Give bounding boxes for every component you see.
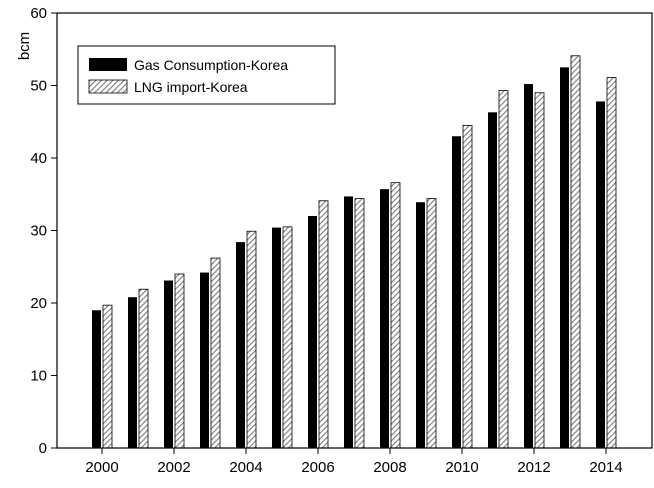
bar-gas-consumption (344, 196, 353, 448)
x-tick-label: 2000 (85, 459, 118, 476)
bars (92, 55, 617, 449)
bar-lng-import (426, 198, 437, 449)
legend-swatch-lng-import (88, 79, 128, 94)
bar-lng-import (102, 304, 113, 449)
bar-gas-consumption (236, 242, 245, 448)
bar-gas-consumption (308, 216, 317, 448)
bar-gas-consumption (92, 310, 101, 448)
bar-gas-consumption (128, 297, 137, 448)
bar-gas-consumption (524, 84, 533, 449)
bar-lng-import (606, 77, 617, 449)
bar-lng-import (174, 273, 185, 449)
y-tick-label: 10 (30, 368, 47, 385)
y-tick-label: 50 (30, 78, 47, 95)
y-tick-label: 60 (30, 5, 47, 22)
legend-swatch-gas-consumption (89, 58, 127, 71)
bar-lng-import (282, 226, 293, 449)
legend: Gas Consumption-Korea LNG import-Korea (77, 45, 336, 105)
bar-lng-import (570, 55, 581, 449)
bar-gas-consumption (164, 280, 173, 448)
x-tick-label: 2006 (301, 459, 334, 476)
bar-lng-import (462, 124, 473, 449)
bar-gas-consumption (560, 67, 569, 448)
bar-lng-import (318, 200, 329, 449)
x-tick-label: 2008 (373, 459, 406, 476)
x-tick-label: 2004 (229, 459, 262, 476)
x-tick-label: 2012 (517, 459, 550, 476)
bar-gas-consumption (380, 189, 389, 449)
bar-lng-import (498, 90, 509, 449)
bar-lng-import (246, 230, 257, 449)
y-tick-label: 20 (30, 295, 47, 312)
plot-frame (56, 12, 653, 449)
bar-gas-consumption (200, 272, 209, 448)
x-tick-label: 2014 (589, 459, 622, 476)
legend-label-gas-consumption: Gas Consumption-Korea (134, 57, 288, 73)
bar-gas-consumption (596, 101, 605, 448)
bar-lng-import (210, 257, 221, 449)
y-tick-label: 40 (30, 150, 47, 167)
y-tick-label: 0 (39, 440, 47, 457)
bar-gas-consumption (452, 136, 461, 448)
bar-lng-import (354, 198, 365, 449)
y-tick-label: 30 (30, 223, 47, 240)
bar-gas-consumption (272, 227, 281, 448)
bar-gas-consumption (488, 112, 497, 448)
bar-gas-consumption (416, 202, 425, 448)
y-axis: 0 10 20 30 40 50 60 (30, 5, 57, 457)
legend-label-lng-import: LNG import-Korea (134, 79, 248, 95)
legend-box (77, 45, 336, 105)
y-axis-label: bcm (16, 32, 33, 60)
x-axis: 2000 2002 2004 2006 2008 2010 2012 2014 (85, 448, 623, 476)
bar-lng-import (534, 92, 545, 449)
bar-lng-import (390, 182, 401, 449)
bar-lng-import (138, 288, 149, 449)
x-tick-label: 2010 (445, 459, 478, 476)
x-tick-label: 2002 (157, 459, 190, 476)
